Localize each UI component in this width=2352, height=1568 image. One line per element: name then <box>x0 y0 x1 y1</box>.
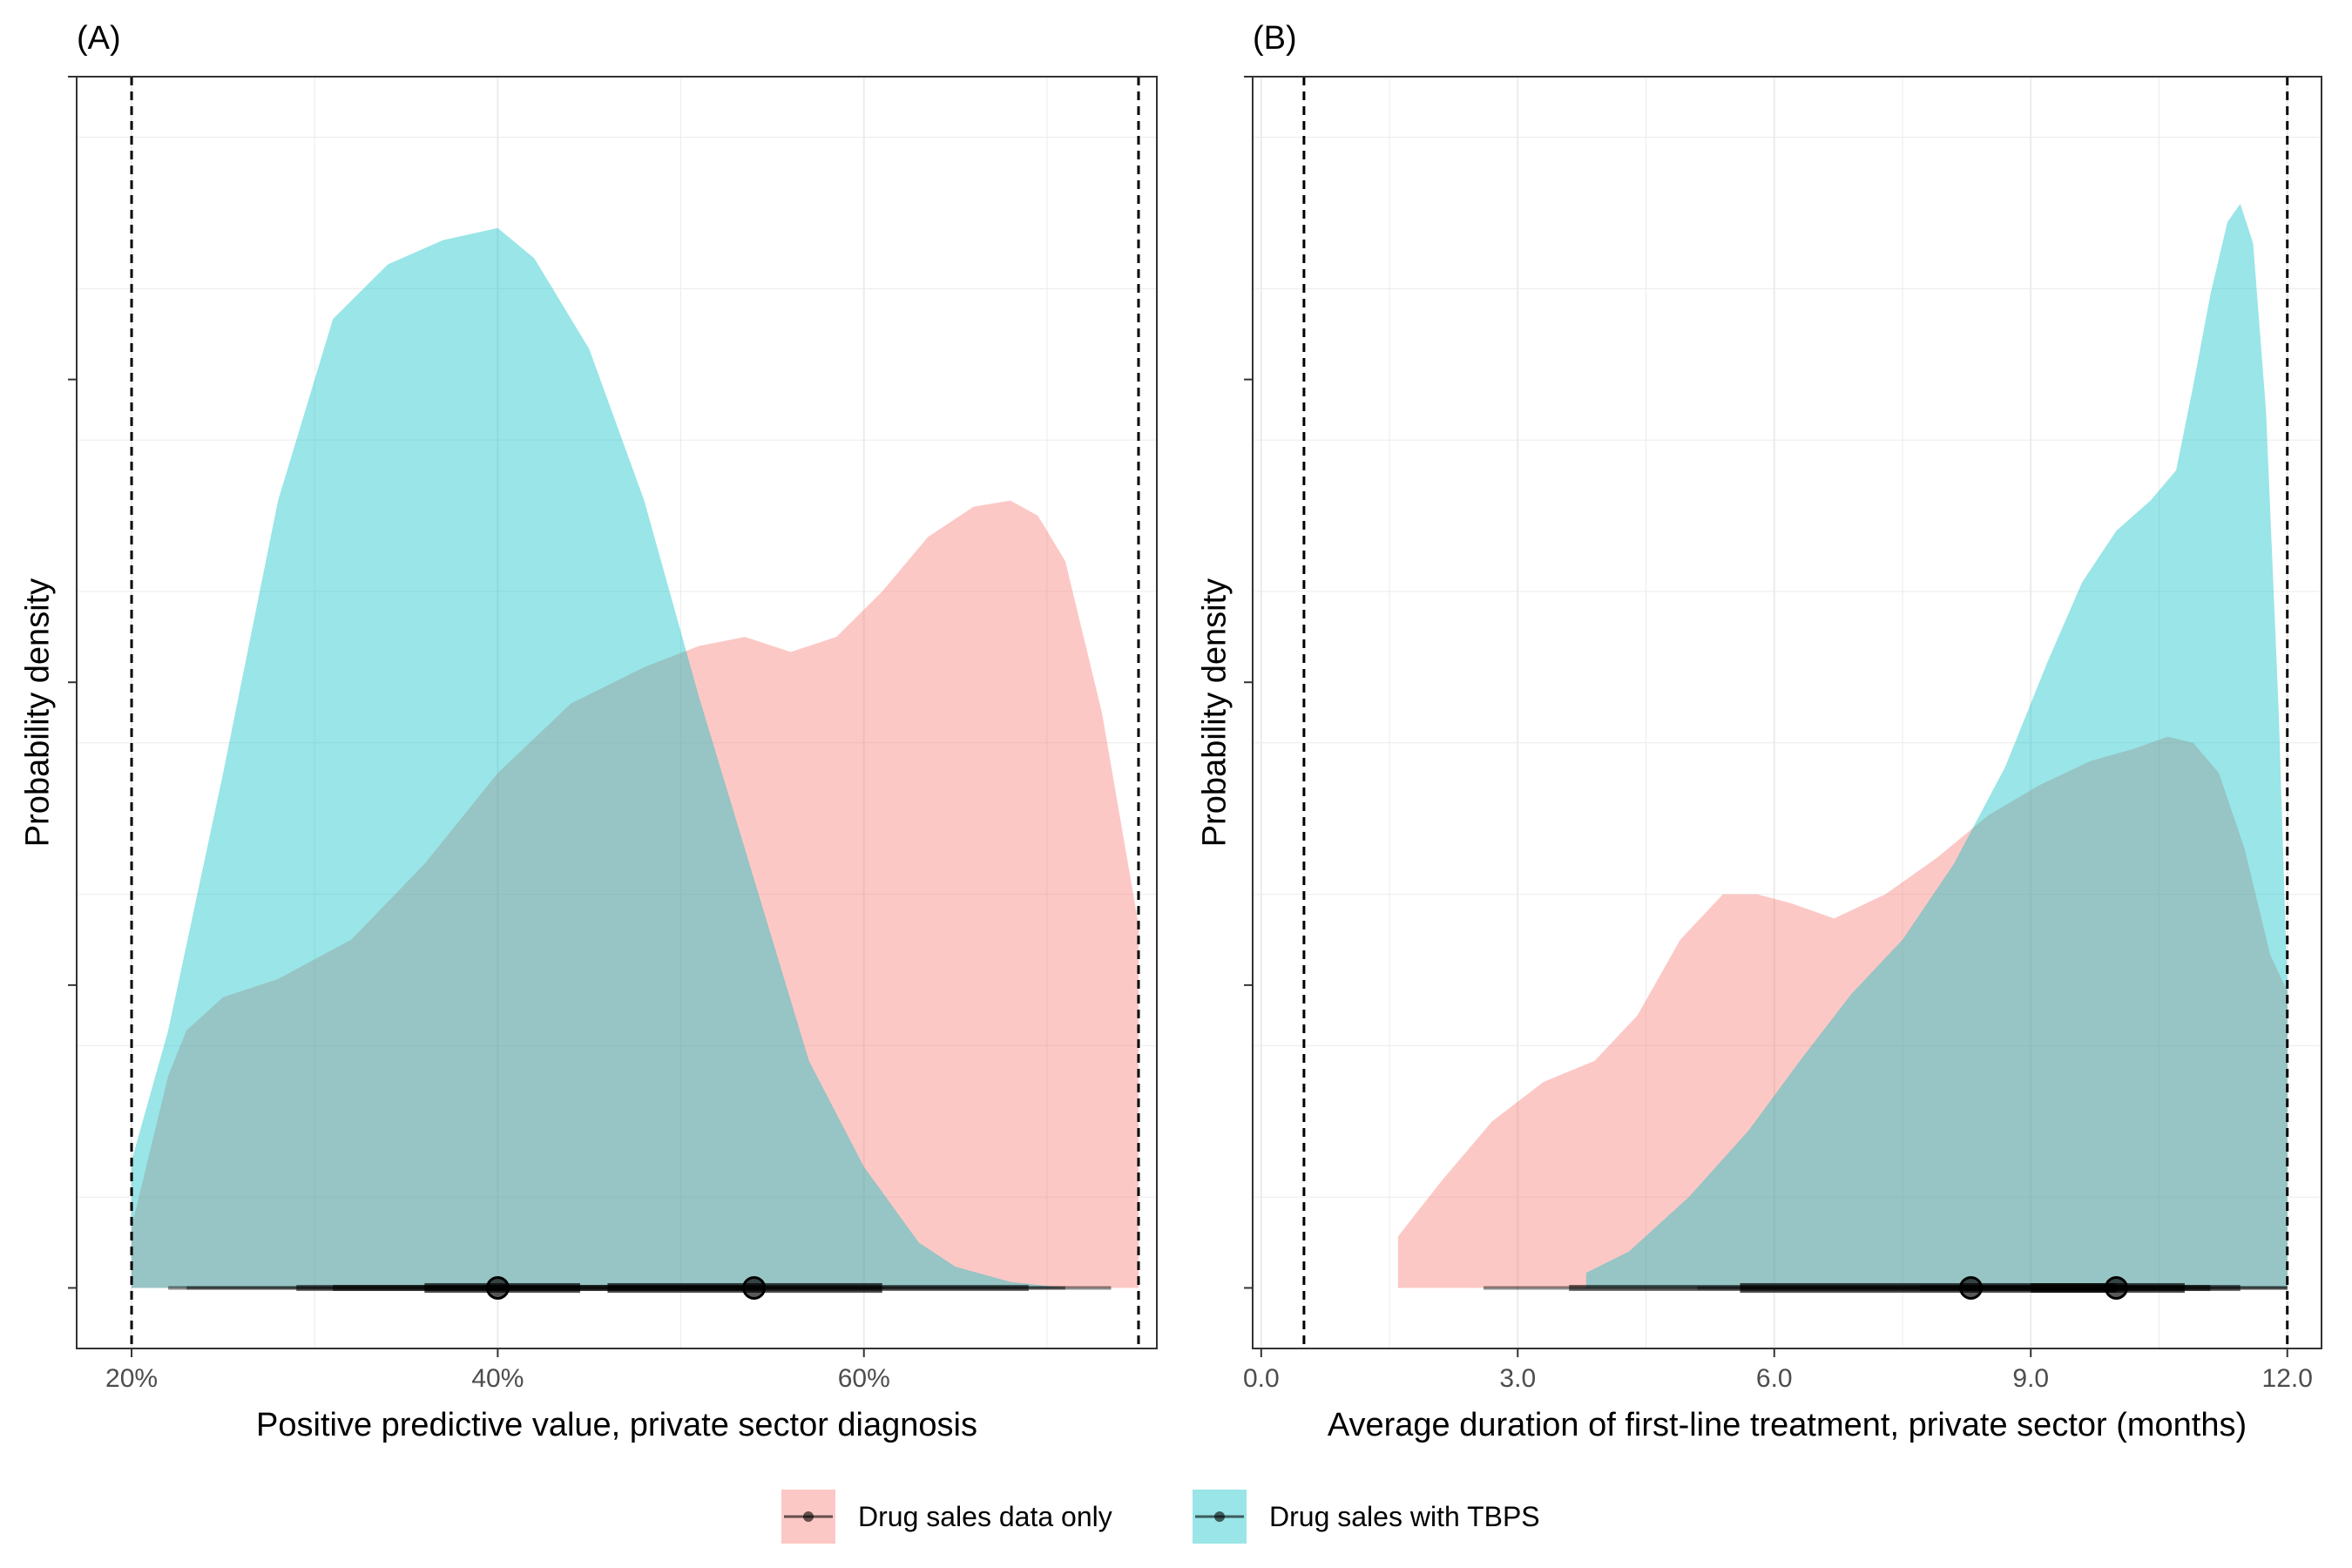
panel-b-ticks: 0.0 3.0 6.0 9.0 12.0 <box>1243 76 2313 1393</box>
panel-a: (A) 20% 40% 60% Positive predictive value,… <box>19 20 1158 1443</box>
panel-a-x-tick-label-0: 20% <box>105 1364 158 1393</box>
legend-label-drug-sales-only: Drug sales data only <box>858 1501 1112 1532</box>
panel-b-frame <box>1252 76 2322 1349</box>
panel-a-median-drug-sales-with-tbps <box>485 1275 510 1300</box>
panel-a-density-drug-sales-data-only <box>132 500 1139 1288</box>
panel-b-median-drug-sales-data-only <box>1959 1275 1984 1300</box>
legend-key-point-drug-sales-only <box>803 1511 814 1522</box>
panel-a-densities <box>132 227 1139 1288</box>
panel-b-y-axis-title: Probability density <box>1196 578 1233 847</box>
panel-a-ticks: 20% 40% 60% <box>68 76 890 1393</box>
panel-b-density-drug-sales-with-tbps <box>1585 204 2288 1288</box>
panel-a-grid <box>77 77 1157 1348</box>
panel-a-frame <box>76 76 1158 1349</box>
panel-b-x-axis-title: Average duration of first-line treatment… <box>1328 1407 2247 1443</box>
panel-b-x-tick-label-2: 6.0 <box>1756 1364 1793 1393</box>
panel-a-x-tick-label-1: 40% <box>471 1364 524 1393</box>
panel-a-reference-lines <box>130 77 1140 1348</box>
panel-b-density-drug-sales-data-only <box>1397 736 2288 1288</box>
legend: Drug sales data only Drug sales with TBP… <box>781 1490 1540 1544</box>
panel-a-x-axis-title: Positive predictive value, private secto… <box>256 1407 977 1443</box>
legend-key-point-drug-sales-tbps <box>1214 1511 1225 1522</box>
panel-a-median-drug-sales-data-only <box>742 1275 767 1300</box>
panel-a-label: (A) <box>77 20 121 57</box>
legend-item-drug-sales-only: Drug sales data only <box>781 1490 1112 1544</box>
panel-a-y-axis-title: Probability density <box>19 578 56 847</box>
panel-b-x-tick-label-4: 12.0 <box>2262 1364 2313 1393</box>
panel-a-x-tick-label-2: 60% <box>838 1364 890 1393</box>
panel-a-intervals <box>168 1275 1112 1300</box>
panel-b-densities <box>1397 204 2288 1288</box>
panel-b-median-drug-sales-with-tbps <box>2104 1275 2128 1300</box>
panel-b-reference-lines <box>1302 77 2289 1348</box>
panel-b-x-tick-label-3: 9.0 <box>2012 1364 2049 1393</box>
legend-label-drug-sales-tbps: Drug sales with TBPS <box>1269 1501 1540 1532</box>
legend-item-drug-sales-tbps: Drug sales with TBPS <box>1193 1490 1540 1544</box>
panel-b: (B) 0.0 3.0 6.0 9.0 12.0 Average duration of… <box>1196 20 2322 1443</box>
panel-b-label: (B) <box>1253 20 1297 57</box>
panel-b-x-tick-label-0: 0.0 <box>1243 1364 1280 1393</box>
panel-b-x-tick-label-1: 3.0 <box>1499 1364 1536 1393</box>
panel-a-density-drug-sales-with-tbps <box>132 227 1065 1288</box>
panel-b-intervals <box>1484 1275 2288 1300</box>
